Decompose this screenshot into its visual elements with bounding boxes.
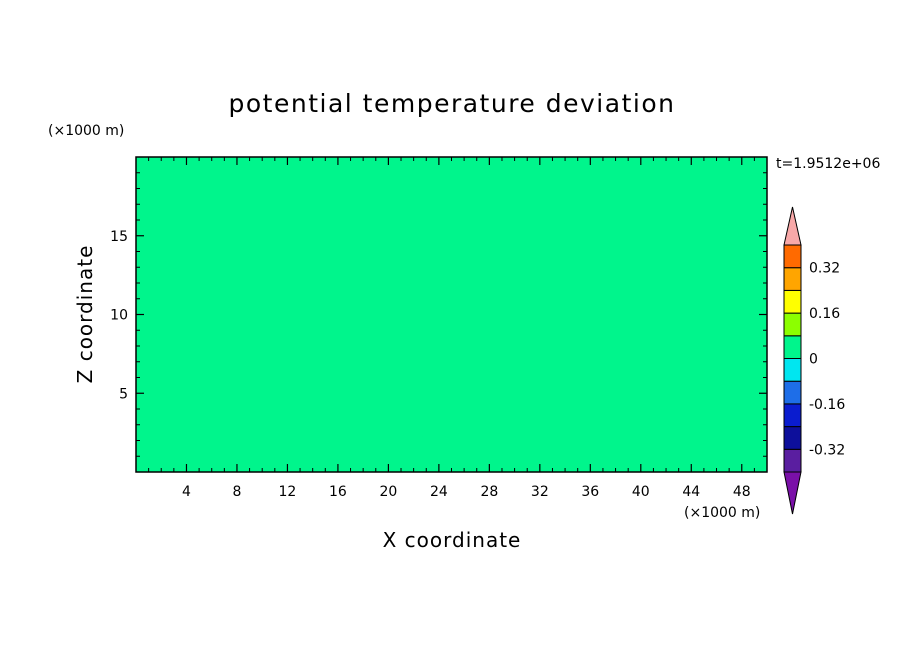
chart-title: potential temperature deviation: [229, 89, 676, 118]
contour-region-1: [136, 160, 767, 245]
x-tick-label: 40: [632, 484, 650, 500]
colorbar-swatch: [783, 335, 802, 359]
contour-region-4: [693, 431, 762, 468]
x-tick-label: 16: [329, 484, 347, 500]
y-tick-label: 15: [110, 229, 128, 245]
colorbar-swatch: [783, 244, 802, 269]
x-tick-label: 48: [733, 484, 751, 500]
colorbar-over-triangle: [783, 206, 802, 246]
x-unit-label: (×1000 m): [684, 505, 760, 521]
colorbar-tick-label: -0.32: [809, 442, 845, 458]
x-axis: 4 8 12 16 20 24 28 32 36 40 44 48: [148, 157, 755, 500]
x-tick-label: 4: [182, 484, 191, 500]
colorbar-tick-label: 0.16: [809, 306, 840, 322]
colorbar-swatch: [783, 403, 802, 428]
colorbar-swatch: [783, 289, 802, 314]
contour-region-5: [749, 160, 767, 192]
x-tick-label: 24: [430, 484, 448, 500]
x-tick-label: 12: [279, 484, 297, 500]
x-axis-label: X coordinate: [383, 528, 522, 552]
colorbar-under-triangle: [783, 471, 802, 515]
colorbar-swatch: [783, 426, 802, 450]
colorbar-tick-label: 0.32: [809, 261, 840, 277]
colorbar-swatch: [783, 358, 802, 382]
x-tick-label: 8: [232, 484, 241, 500]
plot-area: [135, 156, 768, 473]
colorbar-swatch: [783, 448, 802, 473]
colorbar-tick-label: 0: [809, 352, 818, 368]
y-axis: 5 10 15: [110, 172, 767, 457]
x-tick-label: 28: [480, 484, 498, 500]
colorbar-swatch: [783, 380, 802, 405]
x-tick-label: 20: [379, 484, 397, 500]
contour-region-2: [136, 248, 767, 259]
time-label: t=1.9512e+06: [776, 156, 880, 172]
contour-region-6: [744, 267, 767, 290]
y-tick-label: 10: [110, 308, 128, 324]
colorbar-swatch: [783, 267, 802, 291]
colorbar: -0.32 -0.16 0 0.16 0.32: [783, 206, 845, 515]
y-axis-label: Z coordinate: [73, 245, 97, 384]
colorbar-swatch: [783, 312, 802, 337]
y-tick-label: 5: [119, 386, 128, 402]
x-tick-label: 32: [531, 484, 549, 500]
x-tick-label: 36: [581, 484, 599, 500]
y-unit-label: (×1000 m): [48, 123, 124, 139]
x-tick-label: 44: [682, 484, 700, 500]
colorbar-tick-label: -0.16: [809, 397, 845, 413]
contour-region-3: [136, 258, 620, 469]
